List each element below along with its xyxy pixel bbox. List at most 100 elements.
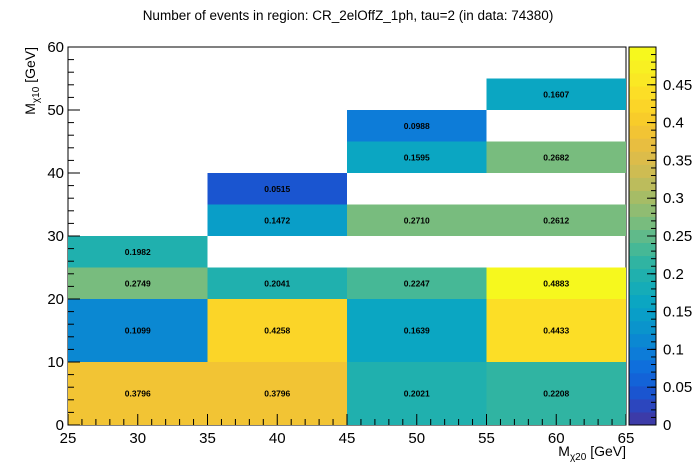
colorbar-segment [629, 216, 656, 230]
y-tick-label: 40 [47, 165, 64, 182]
cell-value-label: 0.1607 [543, 89, 569, 99]
cell-value-label: 0.4883 [543, 278, 569, 288]
heatmap-cell [486, 78, 626, 110]
x-tick-label: 30 [129, 430, 146, 447]
heatmap-cell [486, 267, 626, 299]
cell-value-label: 0.0988 [404, 121, 430, 131]
colorbar-segment [629, 203, 656, 217]
cell-value-label: 0.1982 [125, 247, 151, 257]
colorbar-tick-label: 0.1 [663, 341, 684, 358]
y-axis-title-main: M [22, 103, 38, 115]
cell-value-label: 0.4258 [264, 326, 290, 336]
y-tick-label: 0 [56, 417, 64, 434]
colorbar-segment [629, 281, 656, 296]
colorbar-segment [629, 151, 656, 165]
x-tick-label: 60 [548, 430, 565, 447]
heatmap-cell [207, 299, 347, 362]
cell-value-label: 0.4433 [543, 326, 569, 336]
cell-value-label: 0.1595 [404, 152, 430, 162]
colorbar-tick-label: 0.35 [663, 152, 692, 169]
colorbar-segment [629, 164, 656, 178]
colorbar-segment [629, 177, 656, 191]
x-tick-label: 45 [339, 430, 356, 447]
cell-value-label: 0.2208 [543, 389, 569, 399]
colorbar-tick-label: 0.2 [663, 266, 684, 283]
colorbar-tick-label: 0.4 [663, 115, 684, 132]
colorbar-segment [629, 398, 656, 413]
heatmap-cell [347, 141, 487, 173]
colorbar-segment [629, 99, 656, 113]
colorbar-segment [629, 333, 656, 348]
heatmap-cell [486, 204, 626, 236]
heatmap-cell [207, 204, 347, 236]
colorbar-segment [629, 190, 656, 204]
cells-layer: 0.3796 0.3796 0.2021 0.2208 0.1099 0.4258 0.16… [68, 78, 626, 425]
y-axis-title-sub: χ10 [31, 86, 42, 103]
colorbar-tick-label: 0.3 [663, 190, 684, 207]
cell-value-label: 0.2247 [404, 278, 430, 288]
x-axis: 25 30 35 40 45 50 55 60 65 [60, 414, 635, 447]
x-tick-label: 50 [408, 430, 425, 447]
heatmap-cell [486, 141, 626, 173]
y-axis: 0 10 20 30 40 50 60 [47, 39, 80, 434]
cell-value-label: 0.2710 [404, 215, 430, 225]
x-axis-title-unit: [GeV] [586, 443, 626, 459]
y-tick-label: 10 [47, 354, 64, 371]
cell-value-label: 0.1472 [264, 215, 290, 225]
colorbar-segment [629, 125, 656, 139]
y-axis-title-unit: [GeV] [22, 47, 38, 87]
colorbar-segment [629, 385, 656, 400]
cell-value-label: 0.3796 [264, 389, 290, 399]
heatmap-cell [347, 267, 487, 299]
cell-value-label: 0.2021 [404, 389, 430, 399]
colorbar-segment [629, 320, 656, 335]
heatmap-cell [68, 267, 208, 299]
colorbar-segment [629, 47, 656, 61]
x-tick-label: 40 [269, 430, 286, 447]
colorbar-tick-label: 0.25 [663, 228, 692, 245]
colorbar-segment [629, 86, 656, 100]
heatmap-cell [347, 110, 487, 142]
colorbar-segment [629, 294, 656, 309]
heatmap-cell [347, 299, 487, 362]
cell-value-label: 0.2749 [125, 278, 151, 288]
x-axis-title-main: M [558, 443, 570, 459]
colorbar-tick-label: 0.05 [663, 379, 692, 396]
colorbar-segment [629, 307, 656, 322]
colorbar-tick-label: 0.45 [663, 77, 692, 94]
cell-value-label: 0.2041 [264, 278, 290, 288]
colorbar-tick-label: 0.15 [663, 304, 692, 321]
colorbar-segment [629, 268, 656, 283]
colorbar-segment [629, 372, 656, 387]
heatmap-cell [207, 173, 347, 205]
y-tick-label: 60 [47, 39, 64, 56]
colorbar-segment [629, 229, 656, 244]
colorbar-segment [629, 138, 656, 152]
y-tick-label: 50 [47, 102, 64, 119]
colorbar-tick-label: 0 [663, 417, 671, 434]
y-axis-title: Mχ10 [GeV] [22, 47, 42, 115]
chart-title: Number of events in region: CR_2elOffZ_1… [142, 8, 554, 23]
colorbar-segment [629, 359, 656, 374]
x-axis-title: Mχ20 [GeV] [558, 443, 626, 463]
y-tick-label: 20 [47, 291, 64, 308]
colorbar-segment [629, 112, 656, 126]
y-tick-label: 30 [47, 228, 64, 245]
colorbar-segment [629, 346, 656, 361]
x-tick-label: 25 [60, 430, 77, 447]
colorbar-segment [629, 60, 656, 74]
colorbar-segment [629, 242, 656, 257]
x-axis-title-sub: χ20 [570, 452, 587, 463]
colorbar: 0 0.05 0.1 0.15 0.2 0.25 0.3 0.35 0.4 0.45 [628, 46, 692, 434]
cell-value-label: 0.3796 [125, 389, 151, 399]
cell-value-label: 0.0515 [264, 184, 290, 194]
heatmap-cell [486, 299, 626, 362]
cell-value-label: 0.2682 [543, 152, 569, 162]
colorbar-segment [629, 73, 656, 87]
heatmap-cell [68, 236, 208, 268]
cell-value-label: 0.2612 [543, 215, 569, 225]
heatmap-cell [68, 299, 208, 362]
x-tick-label: 65 [618, 430, 635, 447]
colorbar-segment [629, 255, 656, 270]
